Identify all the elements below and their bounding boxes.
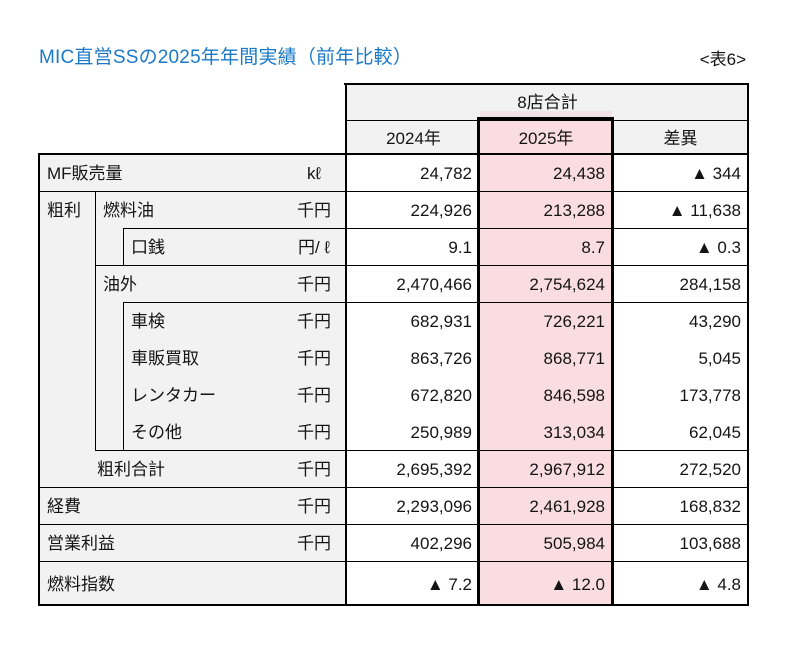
value-2024: 2,470,466 bbox=[396, 275, 472, 294]
row-label: 燃料油 bbox=[103, 201, 154, 220]
grid-line bbox=[39, 487, 748, 488]
grid-line bbox=[123, 302, 748, 303]
value-2024: ▲ 7.2 bbox=[426, 574, 472, 594]
row-unit: 千円 bbox=[297, 349, 331, 368]
value-2025: ▲ 12.0 bbox=[550, 574, 605, 594]
value-2024: 2,695,392 bbox=[396, 460, 472, 479]
value-diff: 103,688 bbox=[679, 534, 741, 553]
value-2025: 2,967,912 bbox=[529, 460, 605, 479]
label-gray-fill bbox=[39, 155, 347, 606]
row-unit: 千円 bbox=[297, 386, 331, 405]
row-label: 経費 bbox=[47, 497, 81, 516]
value-2024: 9.1 bbox=[448, 238, 472, 257]
value-2025: 868,771 bbox=[543, 349, 605, 368]
column-header-2024: 2024年 bbox=[386, 128, 441, 148]
value-2024: 672,820 bbox=[410, 386, 472, 405]
row-unit: 千円 bbox=[297, 423, 331, 442]
value-2024: 863,726 bbox=[410, 349, 472, 368]
row-label: MF販売量 bbox=[47, 164, 123, 183]
value-diff: 5,045 bbox=[698, 349, 741, 368]
value-2024: 24,782 bbox=[420, 164, 472, 183]
highlight-box-right-border bbox=[611, 117, 614, 606]
row-label: 営業利益 bbox=[47, 534, 115, 553]
grid-line bbox=[38, 604, 749, 606]
row-label: 粗利合計 bbox=[97, 460, 165, 479]
value-2024: 682,931 bbox=[410, 312, 472, 331]
grid-line bbox=[95, 265, 748, 266]
group-label-gross-profit: 粗利 bbox=[47, 201, 81, 220]
value-diff: 173,778 bbox=[679, 386, 741, 405]
value-diff: ▲ 0.3 bbox=[695, 238, 741, 257]
grid-line bbox=[345, 83, 347, 606]
value-2025: 2,754,624 bbox=[529, 275, 605, 294]
grid-line bbox=[39, 561, 748, 562]
value-2024: 250,989 bbox=[410, 423, 472, 442]
highlight-pale-strip bbox=[480, 111, 612, 118]
highlight-box-top-border bbox=[477, 117, 614, 120]
grid-line bbox=[345, 120, 748, 121]
value-diff: ▲ 11,638 bbox=[668, 201, 741, 220]
row-unit: kℓ bbox=[307, 164, 321, 183]
row-label: レンタカー bbox=[131, 386, 216, 405]
value-diff: 272,520 bbox=[679, 460, 741, 479]
column-header-2025: 2025年 bbox=[518, 128, 574, 148]
grid-line bbox=[344, 83, 749, 85]
value-2024: 2,293,096 bbox=[396, 497, 472, 516]
value-2024: 402,296 bbox=[410, 534, 472, 553]
value-diff: ▲ 4.8 bbox=[695, 574, 741, 594]
page-title: MIC直営SSの2025年年間実績（前年比較） bbox=[39, 47, 413, 68]
value-2025: 2,461,928 bbox=[529, 497, 605, 516]
value-2025: 505,984 bbox=[543, 534, 605, 553]
value-2025: 8.7 bbox=[581, 238, 605, 257]
grid-line bbox=[123, 228, 748, 229]
highlight-box-left-border bbox=[477, 117, 480, 606]
value-diff: ▲ 344 bbox=[691, 164, 741, 183]
row-unit: 円/ ℓ bbox=[298, 238, 330, 257]
table-number-tag: <表6> bbox=[699, 50, 746, 69]
column-header-diff: 差異 bbox=[663, 128, 698, 148]
value-diff: 284,158 bbox=[679, 275, 741, 294]
value-diff: 62,045 bbox=[689, 423, 741, 442]
grid-line bbox=[39, 191, 748, 192]
grid-line bbox=[123, 229, 124, 266]
value-2025: 846,598 bbox=[543, 386, 605, 405]
row-label: その他 bbox=[131, 423, 182, 442]
grid-line bbox=[39, 524, 748, 525]
group-header-8stores: 8店合計 bbox=[517, 93, 578, 112]
value-2025: 213,288 bbox=[543, 201, 605, 220]
row-label: 油外 bbox=[103, 275, 137, 294]
row-label: 車検 bbox=[131, 312, 165, 331]
row-unit: 千円 bbox=[297, 534, 331, 553]
grid-line bbox=[747, 83, 749, 606]
value-2025: 726,221 bbox=[543, 312, 605, 331]
row-unit: 千円 bbox=[297, 497, 331, 516]
value-2025: 24,438 bbox=[553, 164, 605, 183]
value-2025: 313,034 bbox=[543, 423, 605, 442]
grid-line bbox=[123, 303, 124, 451]
row-unit: 千円 bbox=[297, 275, 331, 294]
row-unit: 千円 bbox=[297, 460, 331, 479]
grid-line bbox=[95, 192, 96, 451]
value-diff: 168,832 bbox=[679, 497, 741, 516]
row-unit: 千円 bbox=[297, 201, 331, 220]
grid-line bbox=[38, 153, 749, 155]
value-2024: 224,926 bbox=[410, 201, 472, 220]
row-label: 燃料指数 bbox=[47, 574, 115, 594]
row-label: 口銭 bbox=[131, 238, 165, 257]
row-label: 車販買取 bbox=[131, 349, 199, 368]
grid-line bbox=[95, 450, 748, 451]
grid-line bbox=[38, 153, 40, 606]
row-unit: 千円 bbox=[297, 312, 331, 331]
value-diff: 43,290 bbox=[689, 312, 741, 331]
